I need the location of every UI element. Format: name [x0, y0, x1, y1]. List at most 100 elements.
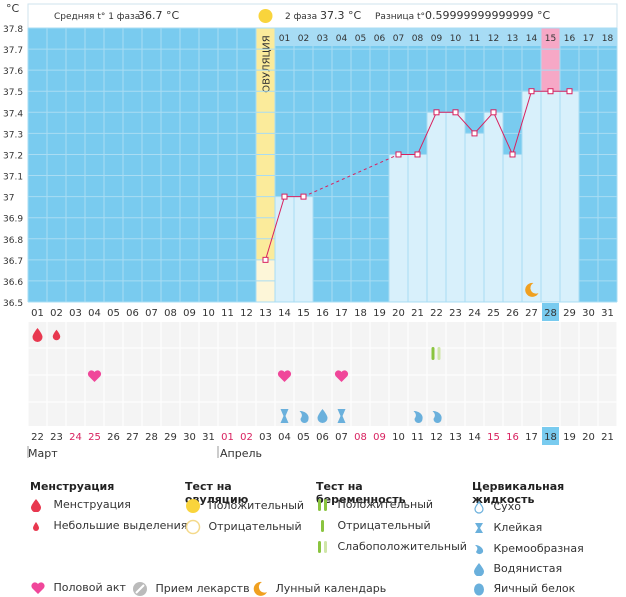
cycle-day-label: 03: [69, 308, 82, 319]
legend-ovulation-positive: Положительный: [185, 498, 304, 514]
temp-bar: [293, 196, 314, 303]
date-label: 24: [69, 432, 82, 443]
date-label: 19: [563, 432, 576, 443]
cycle-day-label: 09: [183, 308, 196, 319]
y-tick-label: 37.2: [3, 151, 23, 161]
month-label: Март: [28, 447, 58, 460]
phase2-day-label: 03: [317, 34, 328, 44]
creamy-icon: [413, 411, 423, 423]
cycle-day-label: 04: [88, 308, 101, 319]
legend-creamy: Кремообразная: [472, 542, 584, 556]
date-label: 21: [601, 432, 614, 443]
legend-menstruation-title: Менструация: [30, 480, 115, 493]
phase2-day-label: 02: [298, 34, 309, 44]
phase2-day-label: 08: [412, 34, 424, 44]
temp-point: [262, 256, 269, 263]
phase2-day-cell: [560, 28, 579, 46]
cycle-day-label: 21: [411, 308, 424, 319]
phase2-day-label: 01: [279, 34, 290, 44]
month-label: Апрель: [220, 447, 262, 460]
circle-filled-icon: [186, 499, 200, 513]
date-label: 26: [107, 432, 120, 443]
temp-line-segment: [265, 196, 285, 260]
temp-bar: [426, 111, 447, 303]
moon-icon: [253, 581, 267, 596]
cycle-day-label: 06: [126, 308, 139, 319]
watery-icon: [317, 409, 328, 423]
watery-icon: [474, 563, 484, 577]
date-label: 16: [506, 432, 519, 443]
phase2-day-cell: [579, 28, 598, 46]
date-label: 13: [449, 432, 462, 443]
phase2-day-label: 14: [526, 34, 538, 44]
cycle-day-label: 11: [221, 308, 234, 319]
date-label: 27: [126, 432, 139, 443]
legend-preg-negative: Отрицательный: [316, 519, 431, 533]
phase2-day-cell: [446, 28, 465, 46]
diff-label: Разница t°: [375, 12, 425, 22]
phase2-day-label: 06: [374, 34, 386, 44]
y-tick-label: 36.9: [3, 215, 23, 225]
date-label: 09: [373, 432, 386, 443]
phase2-day-label: 11: [469, 34, 480, 44]
legend-dry: Сухо: [472, 500, 521, 514]
cycle-day-label: 25: [487, 308, 500, 319]
cycle-day-label: 02: [50, 308, 63, 319]
preg-test-icon: [431, 347, 435, 360]
phase2-value: 37.3 °C: [320, 9, 361, 22]
phase2-day-cell: [427, 28, 446, 46]
cycle-day-label: 16: [316, 308, 329, 319]
date-label: 28: [145, 432, 158, 443]
drop-icon: [31, 499, 41, 513]
legend-eggwhite: Яичный белок: [472, 582, 575, 596]
date-label: 02: [240, 432, 253, 443]
today-date-marker: [542, 427, 559, 445]
date-label: 01: [221, 432, 234, 443]
creamy-icon: [299, 411, 309, 423]
legend-medication: Прием лекарств: [132, 581, 250, 597]
legend-spotting: Небольшие выделения: [30, 519, 187, 533]
sticky-icon: [280, 409, 289, 423]
temp-bar: [388, 153, 409, 303]
phase2-day-label: 18: [602, 34, 614, 44]
phase2-day-cell: [313, 28, 332, 46]
cycle-day-label: 13: [259, 308, 272, 319]
cycle-day-label: 15: [297, 308, 310, 319]
phase2-day-cell: [332, 28, 351, 46]
small-drop-icon: [33, 522, 39, 531]
temp-bar: [274, 196, 295, 303]
date-label: 10: [392, 432, 405, 443]
cycle-day-label: 23: [449, 308, 462, 319]
phase2-day-label: 09: [431, 34, 443, 44]
temp-line-segment: [493, 112, 513, 155]
temp-line-segment: [303, 154, 399, 198]
phase2-day-cell: [389, 28, 408, 46]
y-tick-label: 36.5: [3, 299, 23, 309]
temp-point: [433, 109, 440, 116]
temp-point: [300, 193, 307, 200]
phase2-day-label: 04: [336, 34, 348, 44]
temp-bar: [483, 111, 504, 303]
legend-pregnancy-test-title: Тест на беременность: [316, 480, 406, 506]
date-label: 05: [297, 432, 310, 443]
temp-point: [490, 109, 497, 116]
y-tick-label: 37.4: [3, 109, 23, 119]
temp-bar: [445, 111, 466, 303]
date-label: 15: [487, 432, 500, 443]
today-cycle-marker: [542, 303, 559, 321]
cycle-day-label: 29: [563, 308, 576, 319]
phase2-day-label: 17: [583, 34, 594, 44]
date-label: 14: [468, 432, 481, 443]
date-label: 29: [164, 432, 177, 443]
highlight-column: [541, 46, 560, 92]
sticky-icon: [337, 409, 346, 423]
temp-bar: [559, 90, 580, 303]
cycle-day-label: 20: [392, 308, 405, 319]
temp-bar: [502, 153, 523, 303]
cycle-day-label: 19: [373, 308, 386, 319]
temp-line-segment: [455, 111, 475, 134]
cycle-day-label: 14: [278, 308, 291, 319]
temp-point: [471, 130, 478, 137]
y-tick-label: 37.3: [3, 130, 23, 140]
